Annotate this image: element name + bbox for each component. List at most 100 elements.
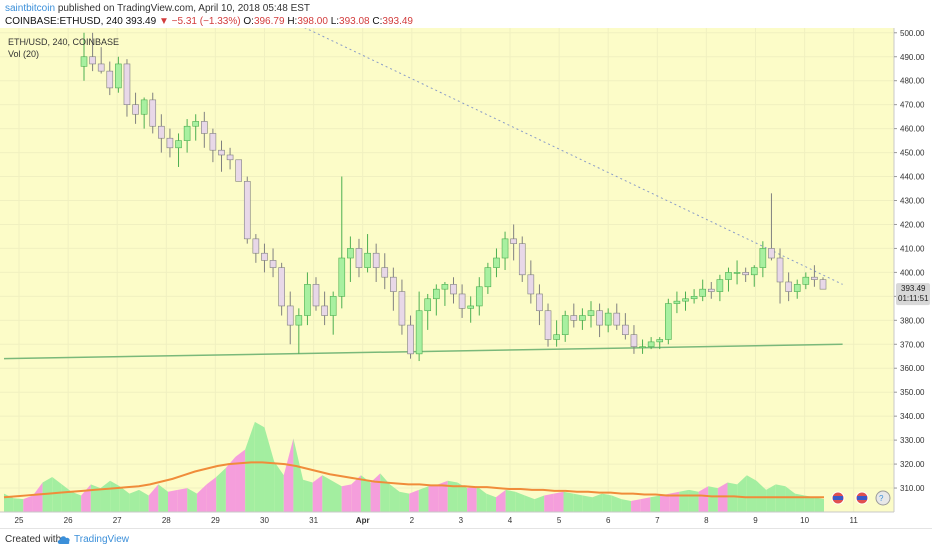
tradingview-cloud-icon[interactable] <box>56 532 72 549</box>
candle <box>132 104 139 115</box>
candle <box>750 267 758 276</box>
candle <box>793 284 801 292</box>
candle <box>166 137 174 149</box>
header: saintbitcoin published on TradingView.co… <box>0 0 932 28</box>
volume-bar <box>621 499 632 512</box>
candle <box>235 159 242 182</box>
plot-background[interactable] <box>0 28 894 512</box>
symbol-line: COINBASE:ETHUSD, 240 393.49 ▼ −5.31 (−1.… <box>5 16 413 27</box>
candle <box>656 339 664 343</box>
volume-bar <box>90 484 101 512</box>
volume-bar <box>274 461 284 512</box>
candle <box>415 310 423 355</box>
volume-bar <box>553 491 564 512</box>
x-tick-label: 3 <box>459 516 464 525</box>
legend-volume: Vol (20) <box>8 49 39 59</box>
candle <box>158 125 165 139</box>
candle <box>561 315 569 335</box>
ideas-badge-icon[interactable]: ? <box>875 490 891 506</box>
candle <box>278 267 285 307</box>
x-tick-label: 26 <box>64 516 73 525</box>
volume-bar <box>505 489 516 512</box>
symbol-name[interactable]: COINBASE:ETHUSD, 240 <box>5 16 123 27</box>
volume-bar <box>573 493 583 512</box>
x-tick-label: 7 <box>655 516 660 525</box>
publish-line: saintbitcoin published on TradingView.co… <box>5 3 310 14</box>
volume-bar <box>447 480 458 512</box>
candle <box>587 310 595 316</box>
volume-bar <box>196 484 207 512</box>
candle <box>639 346 646 348</box>
tradingview-link[interactable]: TradingView <box>74 534 130 545</box>
volume-bar <box>486 493 496 512</box>
candle <box>321 305 328 316</box>
resistance-trendline[interactable] <box>295 28 843 285</box>
y-tick-label: 360.00 <box>900 364 925 373</box>
x-tick-label: 10 <box>800 516 809 525</box>
x-tick-label: 28 <box>162 516 171 525</box>
countdown-value: 01:11:51 <box>898 294 929 303</box>
y-tick-label: 370.00 <box>900 340 925 349</box>
candle <box>381 267 389 278</box>
x-tick-label: 11 <box>850 516 859 525</box>
candle <box>338 257 346 297</box>
x-tick-label: 8 <box>704 516 709 525</box>
candle <box>802 276 810 285</box>
volume-ma-line <box>3 461 824 499</box>
candle <box>819 279 827 290</box>
candle <box>243 181 251 240</box>
candle <box>347 248 354 259</box>
volume-bar <box>650 495 660 512</box>
volume-bar <box>669 491 680 512</box>
chart[interactable]: 310.00 320.00 330.00 340.00 350.00 360.00 370.… <box>0 28 932 528</box>
candle <box>123 63 131 105</box>
support-trendline[interactable] <box>3 343 843 360</box>
candle <box>304 284 311 316</box>
volume-bar <box>341 484 352 512</box>
candle <box>218 149 225 156</box>
low-value: 393.08 <box>339 16 370 27</box>
candle <box>725 272 732 280</box>
y-tick-label: 500.00 <box>900 29 925 38</box>
candle <box>407 324 414 355</box>
volume-bar <box>312 475 323 512</box>
candle <box>544 310 552 340</box>
volume-bar <box>814 497 824 512</box>
time-axis[interactable]: 25 26 27 28 29 30 31 Apr 2 3 4 5 6 7 8 9 10 11 <box>15 516 859 525</box>
event-flag-icon[interactable] <box>855 491 869 505</box>
candle <box>630 334 638 347</box>
volume-bar <box>476 486 487 512</box>
candle <box>192 121 200 127</box>
volume-bar <box>389 484 400 512</box>
x-tick-label: 29 <box>211 516 220 525</box>
footer: Created with TradingView <box>0 528 932 551</box>
candle <box>269 260 277 268</box>
volume-bar <box>467 486 477 512</box>
candle <box>493 257 500 268</box>
volume-bar <box>524 495 535 512</box>
volume-bar <box>225 456 236 512</box>
candle <box>467 305 474 309</box>
candle <box>570 315 578 321</box>
volume-bar <box>264 427 275 512</box>
price-axis[interactable]: 310.00 320.00 330.00 340.00 350.00 360.00 370.… <box>894 29 925 493</box>
x-tick-label: 31 <box>309 516 318 525</box>
high-value: 398.00 <box>297 16 328 27</box>
candle <box>527 274 535 295</box>
volume-bar <box>322 475 332 512</box>
volume-bar <box>71 491 82 512</box>
author-link[interactable]: saintbitcoin <box>5 3 56 14</box>
volume-bar <box>544 493 554 512</box>
y-tick-label: 430.00 <box>900 197 925 206</box>
candle <box>183 125 191 141</box>
low-label: L: <box>330 16 340 27</box>
volume-bar <box>611 495 622 512</box>
volume-bar <box>283 438 294 512</box>
high-label: H: <box>287 16 298 27</box>
volume-bar <box>428 484 439 512</box>
volume-bar <box>582 495 593 512</box>
volume-bar <box>438 480 448 512</box>
candle <box>484 267 492 288</box>
event-flag-icon[interactable] <box>831 491 845 505</box>
candle <box>518 243 526 276</box>
